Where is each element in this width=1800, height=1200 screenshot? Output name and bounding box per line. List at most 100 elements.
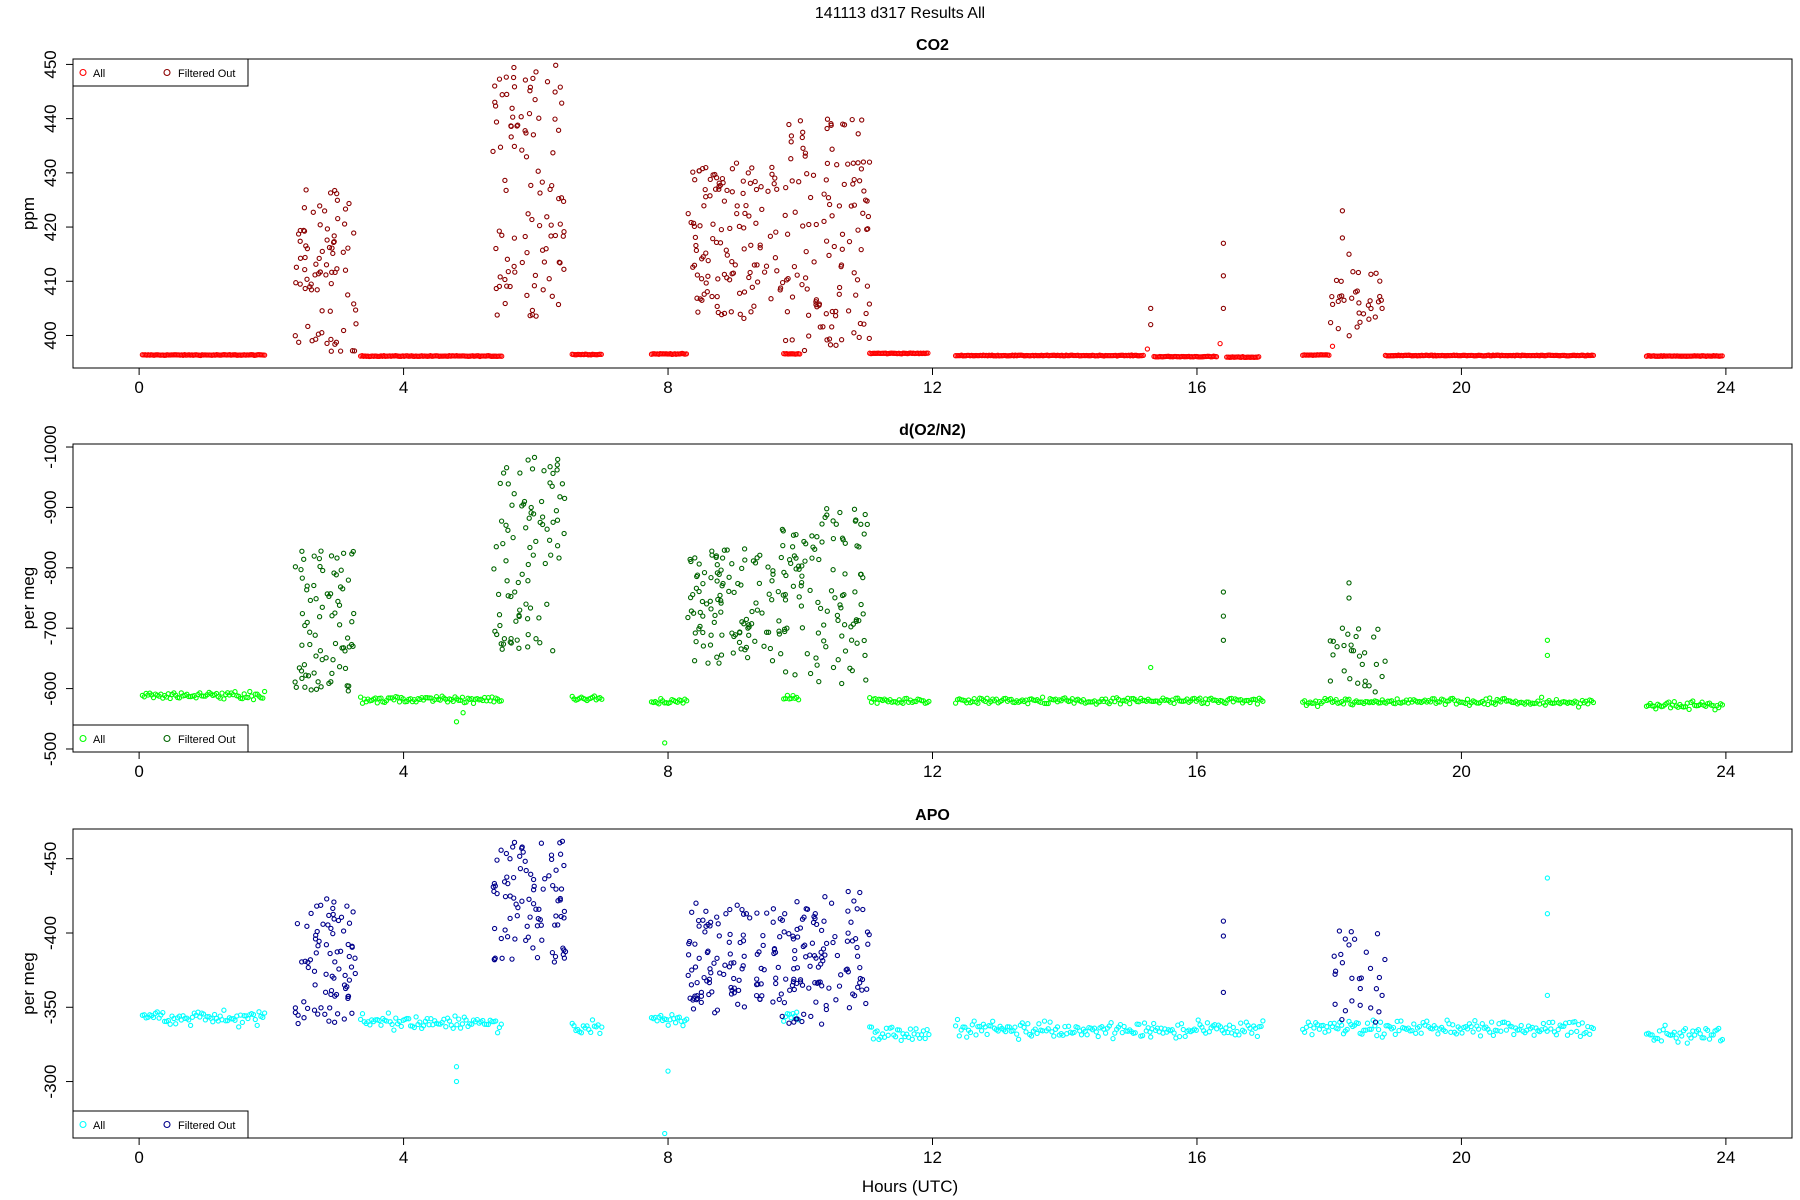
point-all bbox=[898, 1037, 904, 1044]
point-filtered bbox=[792, 672, 798, 678]
y-axis-label: ppm bbox=[19, 197, 38, 230]
point-all bbox=[1568, 1029, 1574, 1035]
point-all bbox=[885, 1032, 891, 1038]
point-filtered bbox=[1350, 648, 1357, 654]
legend: All Filtered Out bbox=[72, 724, 249, 753]
point-filtered bbox=[739, 966, 745, 972]
point-filtered bbox=[743, 911, 750, 917]
point-all bbox=[1559, 1023, 1565, 1030]
point-filtered bbox=[694, 573, 700, 580]
point-filtered bbox=[1378, 297, 1384, 303]
point-all bbox=[223, 1018, 229, 1024]
point-filtered bbox=[729, 189, 735, 195]
point-filtered bbox=[729, 561, 735, 567]
y-tick-label: -500 bbox=[41, 732, 60, 766]
point-filtered bbox=[834, 162, 840, 168]
point-filtered bbox=[776, 628, 782, 634]
point-filtered bbox=[328, 987, 335, 994]
point-all bbox=[469, 1021, 475, 1027]
point-filtered bbox=[775, 588, 781, 595]
point-all bbox=[1479, 1021, 1485, 1027]
point-filtered bbox=[529, 466, 536, 472]
point-all bbox=[1544, 875, 1551, 881]
point-all bbox=[1338, 1022, 1345, 1028]
point-filtered bbox=[301, 556, 307, 562]
point-filtered bbox=[692, 964, 699, 970]
point-filtered bbox=[1336, 928, 1343, 934]
x-tick-label: 20 bbox=[1452, 378, 1471, 397]
point-filtered bbox=[714, 578, 720, 584]
point-filtered bbox=[817, 324, 823, 330]
point-filtered bbox=[699, 598, 706, 605]
point-filtered bbox=[813, 999, 819, 1005]
point-filtered bbox=[316, 555, 323, 562]
point-all bbox=[1579, 1020, 1585, 1026]
point-filtered bbox=[707, 598, 713, 604]
point-all bbox=[483, 1021, 490, 1028]
point-filtered bbox=[542, 560, 548, 567]
point-filtered bbox=[546, 873, 552, 879]
point-all bbox=[1254, 701, 1261, 707]
point-filtered bbox=[527, 88, 533, 94]
point-filtered bbox=[816, 678, 822, 685]
point-all bbox=[1132, 1030, 1138, 1036]
point-filtered bbox=[820, 946, 827, 952]
point-filtered bbox=[555, 127, 562, 133]
point-filtered bbox=[688, 982, 695, 988]
point-filtered bbox=[1339, 208, 1346, 214]
point-filtered bbox=[769, 597, 775, 603]
point-filtered bbox=[793, 531, 799, 538]
point-filtered bbox=[1342, 936, 1348, 942]
point-filtered bbox=[786, 1020, 792, 1026]
point-all bbox=[683, 351, 690, 357]
point-filtered bbox=[860, 574, 866, 581]
point-filtered bbox=[832, 933, 838, 940]
point-filtered bbox=[303, 187, 309, 193]
point-filtered bbox=[327, 591, 334, 597]
point-all bbox=[167, 695, 173, 702]
point-filtered bbox=[739, 565, 745, 572]
point-filtered bbox=[769, 164, 775, 171]
point-all bbox=[1704, 1027, 1711, 1033]
point-filtered bbox=[689, 909, 695, 915]
point-filtered bbox=[507, 639, 513, 645]
point-all bbox=[1344, 1026, 1350, 1033]
point-filtered bbox=[690, 591, 696, 598]
point-filtered bbox=[783, 184, 789, 191]
point-all bbox=[665, 1022, 671, 1028]
legend-marker-filtered bbox=[163, 1120, 171, 1129]
point-filtered bbox=[496, 228, 502, 234]
point-all bbox=[1409, 1027, 1415, 1034]
point-filtered bbox=[1327, 638, 1333, 644]
point-filtered bbox=[695, 309, 701, 315]
point-all bbox=[1431, 696, 1437, 702]
point-filtered bbox=[326, 912, 332, 919]
point-filtered bbox=[727, 951, 733, 957]
point-filtered bbox=[531, 454, 538, 461]
point-filtered bbox=[826, 985, 832, 991]
point-filtered bbox=[690, 997, 696, 1003]
point-filtered bbox=[696, 588, 702, 595]
point-filtered bbox=[1377, 278, 1383, 284]
point-filtered bbox=[1379, 305, 1385, 312]
point-filtered bbox=[700, 629, 706, 636]
point-filtered bbox=[1330, 652, 1336, 658]
point-filtered bbox=[726, 939, 732, 945]
point-filtered bbox=[1329, 293, 1335, 300]
point-filtered bbox=[336, 966, 342, 972]
point-filtered bbox=[1373, 270, 1379, 276]
point-filtered bbox=[741, 1004, 748, 1010]
point-filtered bbox=[740, 178, 746, 184]
point-filtered bbox=[292, 333, 298, 339]
point-filtered bbox=[801, 1011, 807, 1017]
point-filtered bbox=[317, 203, 323, 209]
point-filtered bbox=[759, 610, 765, 616]
point-filtered bbox=[348, 964, 355, 970]
x-tick-label: 12 bbox=[923, 1148, 942, 1167]
point-filtered bbox=[785, 275, 791, 282]
point-filtered bbox=[524, 249, 530, 256]
point-filtered bbox=[502, 927, 508, 933]
point-filtered bbox=[779, 1013, 785, 1020]
point-all bbox=[261, 1010, 268, 1016]
point-filtered bbox=[317, 222, 323, 228]
